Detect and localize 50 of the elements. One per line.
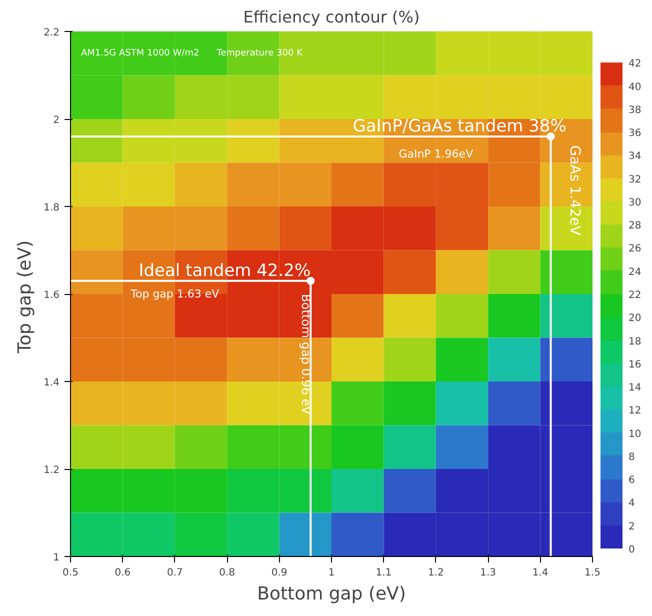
- color-bar-label: 22: [628, 290, 642, 301]
- color-bar-label: 32: [628, 174, 642, 186]
- color-bar-label: 20: [628, 313, 642, 324]
- color-bar-label: 28: [628, 220, 642, 232]
- y-tick-label: 2: [53, 115, 60, 126]
- color-bar-label: 10: [628, 428, 642, 440]
- color-bar-label: 16: [628, 359, 642, 370]
- x-tick-label: 0.8: [219, 568, 236, 578]
- x-tick-label: 1.2: [428, 568, 444, 578]
- color-bar-label: 2: [628, 521, 635, 532]
- annotation: GaAs 1.42eV: [566, 145, 582, 236]
- color-bar-label: 6: [628, 475, 635, 486]
- x-tick-label: 0.5: [62, 568, 78, 578]
- annotation: GaInP 1.96eV: [398, 148, 474, 160]
- y-tick-label: 1.8: [44, 202, 60, 214]
- color-bar-label: 4: [628, 498, 635, 510]
- x-tick-label: 0.6: [114, 568, 131, 578]
- x-tick-label: 1.5: [584, 568, 600, 578]
- y-tick-label: 2.2: [44, 28, 60, 38]
- y-tick-label: 1: [53, 552, 60, 564]
- color-bar-label: 8: [628, 452, 635, 463]
- annotation: AM1.5G ASTM 1000 W/m2: [80, 48, 200, 58]
- color-bar-label: 34: [628, 151, 642, 162]
- annotation: Top gap 1.63 eV: [130, 288, 220, 300]
- color-bar-label: 30: [628, 197, 642, 208]
- color-bar-label: 0: [628, 544, 635, 556]
- color-bar-label: 24: [628, 266, 642, 278]
- annotation: GaInP/GaAs tandem 38%: [352, 116, 566, 136]
- color-bar-label: 38: [628, 104, 642, 116]
- color-bar-label: 14: [628, 382, 642, 394]
- x-tick-label: 1.1: [376, 568, 392, 578]
- y-axis-title: Top gap (eV): [14, 240, 36, 354]
- x-tick-label: 0.9: [271, 568, 288, 578]
- x-tick-label: 1.3: [480, 568, 496, 578]
- y-tick-label: 1.2: [44, 465, 60, 476]
- color-bar-label: 12: [628, 406, 642, 417]
- annotation: Temperature 300 K: [216, 48, 304, 58]
- annotation: Ideal tandem 42.2%: [138, 260, 311, 281]
- y-tick-label: 1.4: [44, 378, 60, 388]
- color-bar-label: 40: [628, 82, 642, 93]
- x-tick-label: 0.7: [166, 568, 183, 578]
- color-bar-label: 18: [628, 336, 642, 348]
- y-tick-label: 1.6: [44, 290, 60, 301]
- color-bar-label: 36: [628, 128, 642, 140]
- color-bar-label: 26: [628, 244, 642, 255]
- x-tick-label: 1: [328, 568, 335, 578]
- chart-title: Efficiency contour (%): [243, 8, 420, 26]
- x-axis-title: Bottom gap (eV): [257, 584, 406, 604]
- x-tick-label: 1.4: [532, 568, 548, 578]
- color-bar-label: 42: [628, 58, 642, 70]
